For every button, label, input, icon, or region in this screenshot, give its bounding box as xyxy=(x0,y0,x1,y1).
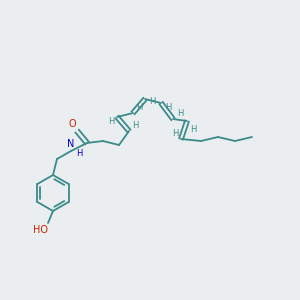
Text: H: H xyxy=(132,122,138,130)
Text: H: H xyxy=(149,98,155,106)
Text: H: H xyxy=(165,103,171,112)
Text: H: H xyxy=(136,103,142,112)
Text: H: H xyxy=(177,110,183,118)
Text: H: H xyxy=(76,148,82,158)
Text: O: O xyxy=(68,119,76,129)
Text: H: H xyxy=(172,130,178,139)
Text: H: H xyxy=(190,124,196,134)
Text: H: H xyxy=(108,118,114,127)
Text: HO: HO xyxy=(32,225,47,235)
Text: N: N xyxy=(67,139,75,149)
